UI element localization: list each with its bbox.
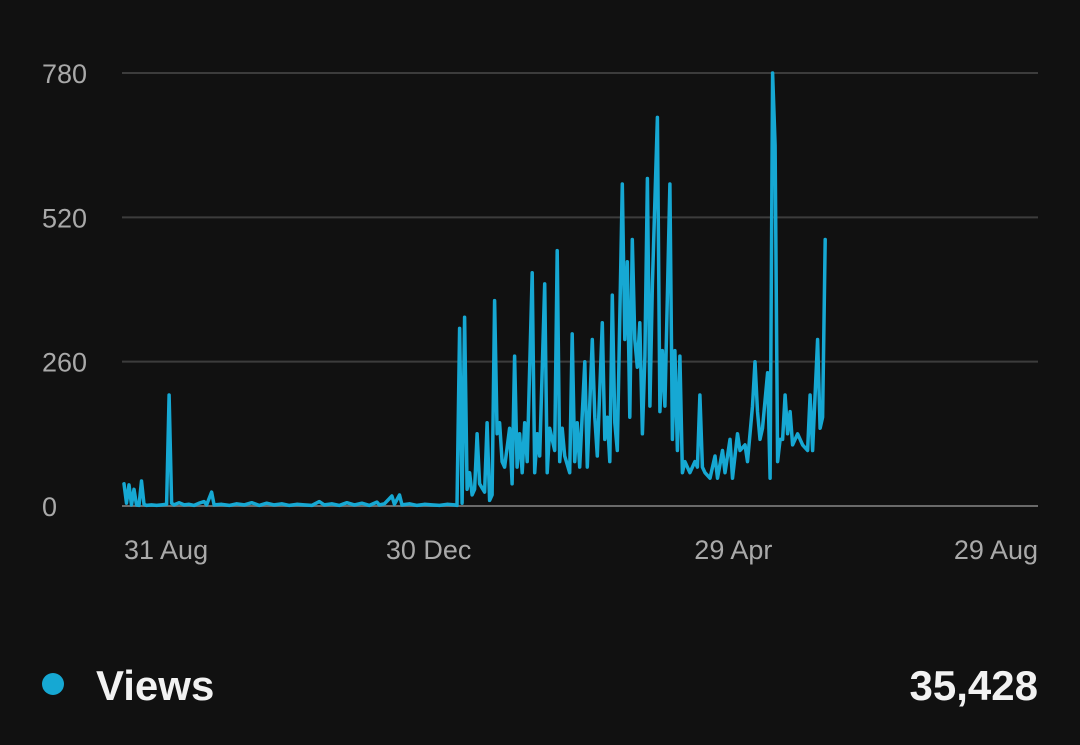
legend-label: Views — [96, 662, 215, 709]
views-line-chart: 0 260 520 780 31 Aug 30 Dec 29 Apr 29 Aug — [42, 59, 1038, 565]
series-layer — [122, 71, 827, 508]
y-tick-label: 780 — [42, 59, 87, 89]
legend-dot-icon — [42, 673, 64, 695]
y-tick-label: 260 — [42, 348, 87, 378]
series-line-views — [122, 71, 827, 508]
y-tick-label: 0 — [42, 492, 57, 522]
legend: Views 35,428 — [40, 656, 1038, 716]
x-tick-label: 31 Aug — [124, 535, 208, 565]
y-axis-ticks: 0 260 520 780 — [42, 59, 87, 522]
views-total: 35,428 — [909, 662, 1038, 709]
y-tick-label: 520 — [42, 203, 87, 233]
x-tick-label: 29 Aug — [954, 535, 1038, 565]
grid-lines — [122, 72, 1038, 507]
x-tick-label: 29 Apr — [694, 535, 772, 565]
x-axis-ticks: 31 Aug 30 Dec 29 Apr 29 Aug — [124, 535, 1038, 565]
x-tick-label: 30 Dec — [386, 535, 472, 565]
